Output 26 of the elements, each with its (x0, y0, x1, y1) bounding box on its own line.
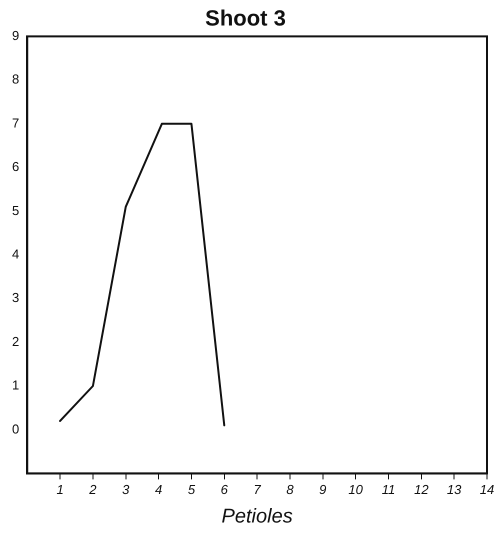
y-tick-label: 5 (12, 202, 20, 218)
y-tick-label: 4 (12, 246, 20, 262)
chart-title: Shoot 3 (205, 5, 286, 30)
y-tick-label: 7 (12, 115, 20, 130)
y-tick-label: 3 (12, 290, 20, 306)
x-tick-label: 12 (414, 482, 430, 497)
x-tick-label: 2 (88, 482, 98, 497)
y-tick-label: 8 (12, 72, 20, 87)
x-tick-label: 9 (319, 482, 326, 497)
y-tick-label: 6 (12, 159, 20, 174)
x-tick-label: 11 (382, 482, 396, 497)
x-tick-label: 4 (154, 482, 162, 497)
y-tick-label: 1 (12, 378, 20, 393)
x-tick-label: 5 (188, 482, 196, 497)
x-tick-label: 10 (348, 482, 364, 497)
x-tick-label: 14 (480, 482, 494, 497)
x-axis-title: Petioles (222, 506, 293, 528)
y-tick-label: 0 (12, 421, 20, 436)
x-tick-label: 13 (446, 482, 462, 497)
x-tick-label: 8 (286, 482, 294, 497)
x-tick-label: 1 (56, 482, 64, 497)
x-tick-label: 6 (220, 482, 229, 497)
x-tick-label: 7 (254, 482, 262, 497)
x-tick-label: 3 (122, 482, 130, 497)
y-tick-label: 2 (12, 334, 20, 349)
y-tick-label: 9 (12, 28, 20, 43)
